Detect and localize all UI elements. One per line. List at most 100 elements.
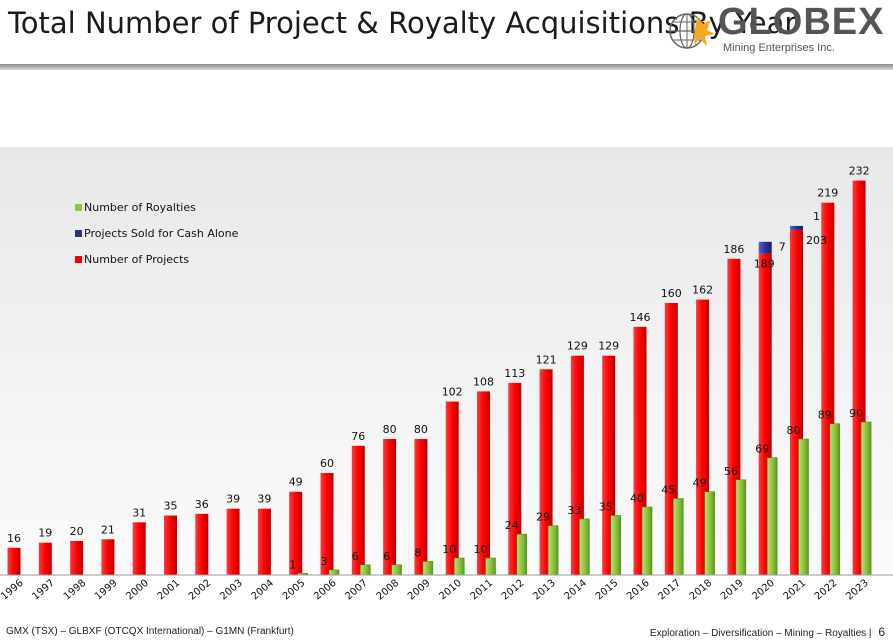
bar-projects-2005 [289, 491, 303, 575]
globe-logo-icon [669, 13, 715, 49]
bar-royalties-2010 [453, 557, 465, 576]
x-tick-1999: 1999 [93, 578, 120, 603]
footer-separator: | [868, 628, 872, 639]
label-projects-2015: 129 [598, 340, 619, 353]
bar-sold-2021 [790, 225, 803, 230]
label-projects-2007: 76 [351, 430, 365, 443]
globex-tagline: Mining Enterprises Inc. [723, 42, 835, 54]
bar-royalties-2018 [704, 491, 715, 576]
bar-projects-2006 [320, 473, 334, 575]
bar-series-group [0, 180, 893, 576]
label-projects-2017: 160 [661, 287, 682, 300]
x-tick-2001: 2001 [156, 578, 183, 603]
label-royalties-2012: 24 [505, 519, 519, 532]
label-projects-1996: 16 [7, 532, 21, 545]
legend-swatch-projects [75, 255, 82, 263]
x-tick-2018: 2018 [688, 578, 715, 603]
x-tick-2012: 2012 [500, 578, 527, 603]
legend-swatch-royalties [75, 203, 82, 211]
bar-projects-2010 [445, 401, 459, 575]
bar-royalties-2012 [516, 533, 528, 576]
legend-label-royalties: Number of Royalties [84, 200, 196, 214]
label-royalties-2010: 10 [442, 543, 456, 556]
label-royalties-2011: 10 [474, 543, 488, 556]
x-tick-2006: 2006 [312, 578, 339, 603]
label-royalties-2017: 45 [661, 484, 675, 497]
label-projects-2005: 49 [289, 476, 303, 489]
label-projects-2010: 102 [442, 386, 463, 399]
bar-projects-1998 [70, 541, 84, 575]
label-projects-2000: 31 [132, 506, 146, 519]
label-projects-1997: 19 [38, 527, 52, 540]
legend-item-sold: Projects Sold for Cash Alone [75, 220, 238, 246]
bar-royalties-2016 [641, 506, 653, 576]
x-tick-1996: 1996 [0, 578, 26, 603]
x-tick-2014: 2014 [563, 578, 590, 603]
bar-royalties-2011 [485, 557, 496, 576]
bar-projects-2012 [508, 382, 522, 575]
x-tick-2022: 2022 [813, 578, 840, 603]
bar-projects-2002 [195, 513, 209, 575]
label-royalties-2014: 33 [567, 504, 581, 517]
label-projects-2020: 189 [754, 258, 775, 271]
label-royalties-2006: 3 [321, 555, 328, 568]
label-projects-2004: 39 [257, 493, 271, 506]
x-tick-2010: 2010 [437, 578, 464, 603]
label-projects-2013: 121 [536, 353, 557, 366]
bar-projects-2001 [164, 515, 177, 575]
label-projects-2008: 80 [383, 423, 397, 436]
x-axis-band [0, 573, 893, 613]
bar-royalties-2020 [766, 457, 778, 576]
label-projects-2014: 129 [567, 340, 588, 353]
bar-royalties-2007 [360, 564, 371, 576]
bar-projects-2003 [226, 508, 240, 575]
label-royalties-2009: 8 [414, 546, 421, 559]
label-royalties-2019: 56 [724, 465, 738, 478]
data-labels-group: 16 19 20 21 31 35 36 39 39 1 49 3 60 6 76 6 80 8 80 10 102 10… [7, 165, 870, 572]
bar-royalties-2019 [735, 479, 747, 576]
x-tick-2011: 2011 [469, 578, 496, 603]
x-tick-2004: 2004 [250, 578, 277, 603]
bar-royalties-2013 [547, 525, 559, 576]
x-tick-2002: 2002 [187, 578, 214, 603]
label-projects-2001: 35 [164, 500, 178, 513]
x-tick-2005: 2005 [281, 578, 308, 603]
x-tick-2017: 2017 [656, 578, 683, 603]
bar-sold-2020 [758, 241, 772, 254]
label-royalties-2015: 35 [599, 501, 613, 514]
slide-title: Total Number of Project & Royalty Acquis… [8, 6, 797, 40]
x-tick-2013: 2013 [531, 578, 558, 603]
bar-projects-2013 [539, 369, 553, 575]
bar-royalties-2021 [798, 438, 809, 576]
bar-projects-2009 [414, 439, 428, 575]
label-projects-2006: 60 [320, 457, 334, 470]
bar-royalties-2023 [860, 421, 872, 576]
label-projects-2009: 80 [414, 423, 428, 436]
bar-royalties-2015 [610, 515, 621, 576]
footer-tagline-text: Exploration – Diversification – Mining –… [649, 628, 867, 639]
label-projects-2003: 39 [226, 493, 240, 506]
bar-projects-2008 [383, 439, 397, 575]
label-projects-1998: 20 [70, 525, 84, 538]
x-tick-2000: 2000 [124, 578, 151, 603]
legend-label-projects: Number of Projects [84, 252, 190, 266]
label-projects-2018: 162 [692, 284, 713, 297]
label-sold-2021: 1 [813, 210, 820, 223]
x-tick-2008: 2008 [375, 578, 402, 603]
label-royalties-2020: 69 [755, 443, 769, 456]
legend-label-sold: Projects Sold for Cash Alone [84, 226, 239, 240]
label-projects-1999: 21 [101, 523, 115, 536]
x-tick-1998: 1998 [62, 578, 89, 603]
label-sold-2020: 7 [779, 241, 786, 254]
chart-legend: Number of Royalties Projects Sold for Ca… [75, 194, 238, 272]
bar-projects-1999 [101, 539, 115, 575]
bar-projects-1996 [7, 547, 21, 575]
label-royalties-2022: 89 [818, 409, 832, 422]
label-projects-2023: 232 [849, 165, 870, 178]
page-number: 6 [878, 625, 885, 639]
bar-projects-2004 [257, 508, 271, 575]
bar-projects-2011 [477, 391, 490, 575]
label-royalties-2018: 49 [693, 477, 707, 490]
bar-royalties-2017 [673, 498, 684, 576]
